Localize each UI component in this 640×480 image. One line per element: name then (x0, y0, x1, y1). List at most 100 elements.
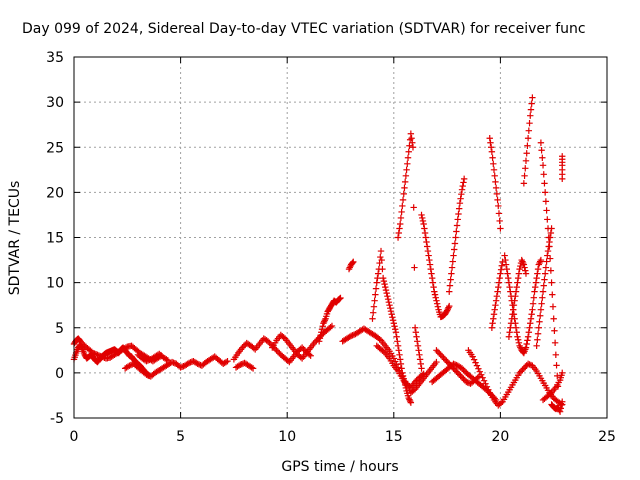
data-point (414, 342, 422, 349)
data-point (248, 364, 255, 371)
data-point (525, 127, 533, 134)
data-point (274, 348, 282, 356)
data-point (472, 359, 479, 366)
data-point (387, 308, 395, 315)
data-point (513, 283, 520, 291)
data-point (406, 397, 414, 405)
data-point (432, 294, 439, 301)
data-point (526, 119, 533, 127)
data-point (431, 288, 438, 295)
data-point (271, 345, 279, 353)
data-point (424, 247, 432, 255)
data-point (122, 344, 130, 351)
data-point (533, 274, 540, 282)
data-point (437, 351, 444, 359)
data-point (170, 359, 177, 366)
data-point (524, 333, 532, 340)
data-point (345, 265, 353, 273)
data-point (514, 336, 522, 343)
data-point (453, 368, 460, 375)
data-point (428, 274, 436, 282)
data-point (129, 361, 136, 368)
data-point (349, 332, 356, 339)
data-point (506, 283, 513, 291)
data-point (372, 291, 379, 298)
data-point (397, 360, 405, 368)
data-point (97, 352, 104, 360)
data-point (517, 262, 524, 270)
data-point (404, 160, 411, 167)
data-point (492, 297, 500, 304)
data-point (536, 312, 544, 319)
data-point (521, 264, 528, 271)
data-point (318, 326, 326, 333)
data-point (552, 351, 560, 359)
data-point (536, 318, 543, 325)
data-point (401, 378, 408, 386)
data-point (441, 356, 449, 363)
data-point (396, 220, 404, 228)
data-point (91, 350, 98, 357)
data-point (264, 338, 272, 345)
data-point (436, 350, 443, 357)
data-point (446, 302, 453, 310)
data-point (539, 288, 547, 295)
data-point (409, 144, 417, 151)
data-point (529, 300, 537, 307)
data-point (369, 309, 377, 316)
data-point (538, 300, 545, 307)
data-point (529, 94, 536, 101)
chart-title: Day 099 of 2024, Sidereal Day-to-day VTE… (22, 21, 586, 37)
data-point (517, 368, 525, 375)
data-point (385, 298, 393, 306)
data-point (491, 306, 498, 313)
series-late-10 (520, 94, 536, 187)
data-point (470, 356, 478, 363)
data-point (542, 264, 550, 271)
data-point (433, 297, 440, 304)
data-point (519, 258, 526, 265)
data-point (396, 356, 404, 363)
data-point (523, 340, 530, 348)
data-point (448, 363, 456, 371)
data-point (547, 229, 555, 237)
data-point (448, 270, 455, 277)
data-point (527, 320, 534, 327)
data-point (177, 364, 184, 371)
data-point (512, 288, 520, 295)
data-point (534, 336, 541, 343)
data-point (516, 342, 523, 349)
data-point (527, 106, 535, 113)
data-point (401, 178, 409, 186)
data-point (557, 405, 565, 412)
y-axis-label: SDTVAR / TECUs (7, 181, 23, 296)
data-point (516, 369, 523, 377)
x-tick-label: 0 (70, 429, 79, 445)
data-point (543, 207, 550, 214)
data-point (538, 147, 545, 154)
data-point (460, 375, 467, 383)
data-point (327, 323, 334, 331)
data-point (476, 368, 483, 375)
series-late-6 (486, 135, 504, 232)
data-point (531, 288, 538, 295)
data-point (222, 358, 230, 366)
grid (74, 57, 607, 418)
series-mid-6 (345, 258, 357, 273)
data-point (490, 160, 497, 167)
data-point (400, 190, 407, 198)
data-point (418, 211, 425, 219)
data-point (447, 276, 454, 283)
data-point (546, 234, 554, 241)
series-late-15 (548, 398, 566, 415)
data-point (502, 261, 510, 268)
y-tick-label: 30 (46, 95, 64, 111)
data-point (98, 353, 105, 360)
data-point (479, 374, 486, 381)
data-point (527, 315, 535, 322)
series-late-7 (488, 258, 506, 331)
data-point (488, 324, 496, 331)
y-tick-label: 35 (46, 50, 64, 66)
data-point (550, 315, 557, 322)
data-point (509, 306, 517, 313)
